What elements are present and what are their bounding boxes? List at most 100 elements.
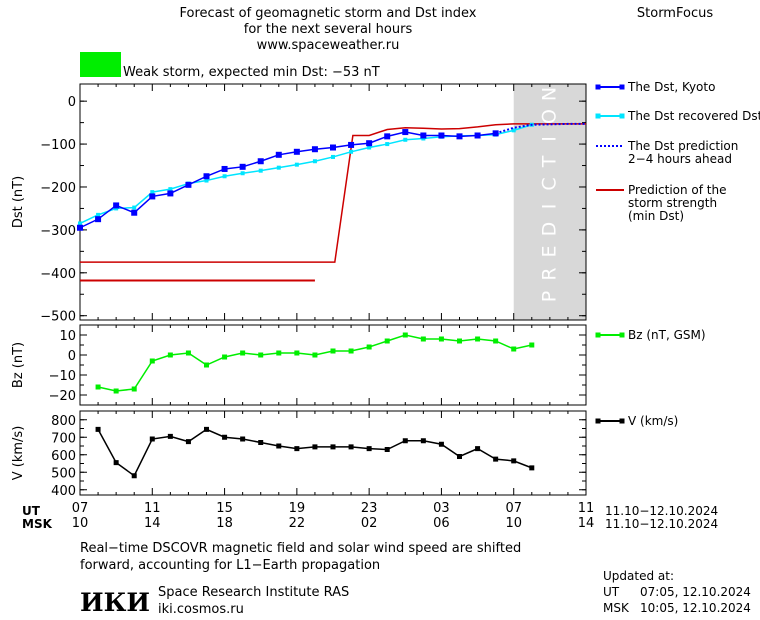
- prediction-letter: I: [538, 204, 560, 210]
- dst-prediction-line: [495, 122, 586, 135]
- v-point: [420, 438, 426, 444]
- y-tick-label: −400: [40, 267, 76, 282]
- dst-recovered-point: [367, 145, 372, 150]
- v-point: [204, 426, 209, 432]
- prediction-letter: P: [538, 291, 560, 302]
- legend-label: V (km/s): [628, 414, 678, 428]
- msk-tick-label: 10: [72, 516, 89, 531]
- ut-tick-label: 23: [361, 501, 378, 516]
- propagation-note-2: forward, accounting for L1−Earth propaga…: [80, 558, 380, 573]
- bz-point: [113, 388, 119, 394]
- institute-name: Space Research Institute RAS: [158, 585, 349, 600]
- v-point: [457, 454, 462, 459]
- dst-kyoto-point: [167, 190, 174, 197]
- v-point: [402, 438, 408, 444]
- panel-frame: [79, 324, 587, 406]
- dst-recovered-point: [96, 212, 101, 217]
- propagation-note-1: Real−time DSCOVR magnetic field and sola…: [80, 541, 521, 556]
- legend-label: Prediction of the: [628, 183, 727, 197]
- v-point: [294, 446, 300, 452]
- dst-recovered-point: [294, 162, 299, 167]
- bz-point: [438, 336, 444, 342]
- dst-kyoto-point: [185, 181, 192, 188]
- bz-legend: Bz (nT, GSM): [595, 328, 706, 342]
- bz-point: [529, 342, 535, 348]
- prediction-letter: R: [538, 267, 560, 280]
- y-tick-label: 600: [51, 449, 76, 464]
- bz-point: [511, 346, 517, 352]
- dst-kyoto-point: [221, 165, 228, 172]
- v-point: [149, 436, 155, 442]
- bz-point: [95, 384, 101, 390]
- bz-point: [204, 362, 209, 368]
- msk-tick-label: 22: [289, 516, 306, 531]
- ut-date-range: 11.10−12.10.2024: [605, 504, 718, 518]
- bz-point: [475, 336, 481, 342]
- bz-point: [420, 336, 426, 342]
- institute-site: iki.cosmos.ru: [158, 602, 244, 617]
- ut-axis-label: UT: [22, 504, 41, 518]
- dst-legend: The Dst, Kyoto The Dst recovered Dst The D…: [595, 80, 760, 223]
- msk-tick-label: 14: [578, 516, 595, 531]
- ut-tick-label: 07: [505, 501, 522, 516]
- bz-point: [294, 350, 300, 356]
- brand-label: StormFocus: [637, 6, 713, 21]
- v-panel: 800 700 600 500 400 V (km/s): [11, 410, 587, 499]
- y-tick-label: −300: [40, 224, 76, 239]
- dst-kyoto-point: [330, 144, 336, 151]
- legend-label: (min Dst): [628, 209, 684, 223]
- dst-recovered-point: [331, 154, 335, 159]
- dst-recovered-point: [349, 149, 354, 154]
- dst-kyoto-point: [474, 132, 481, 139]
- v-point: [222, 434, 228, 440]
- bz-line: [97, 334, 532, 392]
- bz-point: [131, 386, 137, 392]
- v-point: [438, 441, 444, 447]
- dst-kyoto-point: [203, 173, 210, 180]
- dst-recovered-point: [312, 159, 317, 164]
- dst-kyoto-point: [95, 216, 102, 223]
- bz-point: [312, 352, 318, 358]
- prediction-letter: I: [538, 136, 560, 142]
- legend-label: The Dst prediction: [627, 139, 738, 153]
- bz-point: [457, 338, 462, 344]
- title-line-2: for the next several hours: [244, 22, 413, 37]
- dst-recovered-line: [79, 124, 533, 225]
- y-tick-label: 0: [68, 95, 76, 110]
- ut-tick-label: 19: [289, 501, 306, 516]
- dst-recovered-point: [222, 174, 227, 179]
- y-tick-label: 700: [51, 431, 76, 446]
- y-axis-label: V (km/s): [11, 426, 26, 481]
- dst-kyoto-point: [239, 163, 246, 170]
- v-line: [97, 428, 533, 477]
- v-point: [258, 440, 264, 445]
- bz-point: [493, 338, 499, 344]
- ut-tick-label: 11: [578, 501, 595, 516]
- dst-kyoto-point: [384, 133, 391, 140]
- ut-tick-label: 07: [72, 501, 89, 516]
- panel-frame: [79, 410, 587, 496]
- dst-recovered-point: [276, 165, 281, 170]
- v-point: [240, 436, 246, 442]
- prediction-letter: E: [538, 245, 560, 257]
- bz-point: [149, 358, 155, 364]
- dst-recovered-point: [132, 205, 137, 210]
- legend-marker: [595, 113, 601, 119]
- prediction-letter: C: [538, 177, 560, 190]
- y-tick-label: 500: [51, 466, 76, 481]
- panel-frame: [79, 83, 587, 321]
- title-line-1: Forecast of geomagnetic storm and Dst in…: [179, 6, 476, 21]
- bz-point: [167, 352, 173, 358]
- prediction-letter: T: [538, 155, 560, 168]
- v-legend: V (km/s): [595, 414, 678, 428]
- iki-logo: ИКИ: [80, 588, 150, 617]
- title-line-3: www.spaceweather.ru: [257, 38, 400, 53]
- y-tick-label: 0: [68, 349, 76, 364]
- legend-marker: [595, 84, 601, 90]
- bz-point: [276, 350, 282, 356]
- y-tick-label: 800: [51, 414, 76, 429]
- prediction-letter: D: [538, 222, 560, 237]
